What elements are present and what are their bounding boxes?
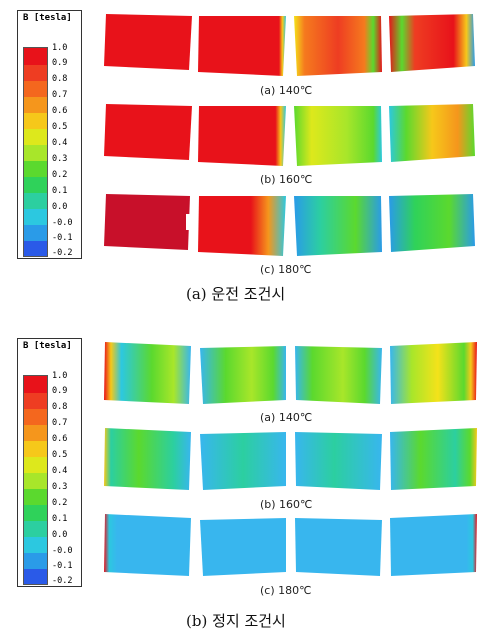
legend-tick: 0.8 <box>52 74 68 84</box>
field-plot <box>198 16 286 76</box>
field-plot <box>198 106 286 166</box>
field-map-bottom <box>104 342 477 576</box>
legend-tick: 0.4 <box>52 138 68 148</box>
legend-tick: -0.2 <box>52 576 73 586</box>
field-plot <box>390 514 477 576</box>
legend-tick: 0.6 <box>52 106 68 116</box>
legend-tick: 0.9 <box>52 386 68 396</box>
field-plot <box>389 104 475 162</box>
field-plot <box>104 14 192 70</box>
legend-tick: 0.1 <box>52 514 68 524</box>
figure-caption: (a) 운전 조건시 <box>186 285 286 303</box>
legend-tick: -0.0 <box>52 546 73 556</box>
field-plot <box>295 518 382 576</box>
row-caption: (c) 180℃ <box>260 584 312 597</box>
color-scale-bar <box>23 375 48 585</box>
legend-tick: 0.0 <box>52 530 68 540</box>
legend-tick: -0.0 <box>52 218 73 228</box>
field-plot <box>294 196 382 256</box>
legend-tick: -0.1 <box>52 233 73 243</box>
legend-tick: -0.2 <box>52 248 73 258</box>
legend-panel-top: B [tesla] 1.0 0.9 0.8 0.7 0.6 0.5 0.4 0.… <box>17 10 82 259</box>
legend-tick: 0.0 <box>52 202 68 212</box>
field-plot <box>104 342 191 404</box>
legend-tick: 1.0 <box>52 43 68 53</box>
legend-tick: 0.6 <box>52 434 68 444</box>
row-caption: (b) 160℃ <box>260 173 313 186</box>
field-plot <box>390 428 477 490</box>
field-plot <box>104 514 191 576</box>
field-plot <box>200 432 286 490</box>
legend-tick: 0.1 <box>52 186 68 196</box>
row-caption: (b) 160℃ <box>260 498 313 511</box>
field-plot <box>200 518 286 576</box>
legend-tick: 0.5 <box>52 450 68 460</box>
field-plot <box>104 104 192 160</box>
field-plot <box>200 346 286 404</box>
field-gap <box>186 214 190 230</box>
field-plot <box>104 428 191 490</box>
field-plot <box>198 196 286 256</box>
field-plot <box>390 342 477 404</box>
figure-caption: (b) 정지 조건시 <box>186 612 286 630</box>
field-plot <box>294 106 382 166</box>
field-gap <box>386 442 390 464</box>
field-plot <box>389 194 475 252</box>
color-scale-bar <box>23 47 48 257</box>
field-plot <box>104 194 190 250</box>
legend-panel-bottom: B [tesla] 1.0 0.9 0.8 0.7 0.6 0.5 0.4 0.… <box>17 338 82 587</box>
field-plot <box>294 16 382 76</box>
row-caption: (a) 140℃ <box>260 84 313 97</box>
legend-tick: 0.7 <box>52 418 68 428</box>
legend-title: B [tesla] <box>23 13 72 23</box>
legend-tick: 0.8 <box>52 402 68 412</box>
row-caption: (c) 180℃ <box>260 263 312 276</box>
legend-tick: 0.7 <box>52 90 68 100</box>
legend-tick: 0.2 <box>52 170 68 180</box>
field-plot <box>295 432 382 490</box>
field-plot <box>389 14 475 72</box>
field-map-top <box>104 14 475 256</box>
legend-tick: 0.9 <box>52 58 68 68</box>
row-caption: (a) 140℃ <box>260 411 313 424</box>
legend-title: B [tesla] <box>23 341 72 351</box>
field-plot <box>295 346 382 404</box>
legend-tick: 0.4 <box>52 466 68 476</box>
legend-tick: 0.3 <box>52 482 68 492</box>
legend-tick: 0.5 <box>52 122 68 132</box>
legend-tick: 0.3 <box>52 154 68 164</box>
legend-tick: 0.2 <box>52 498 68 508</box>
legend-tick: -0.1 <box>52 561 73 571</box>
legend-tick: 1.0 <box>52 371 68 381</box>
